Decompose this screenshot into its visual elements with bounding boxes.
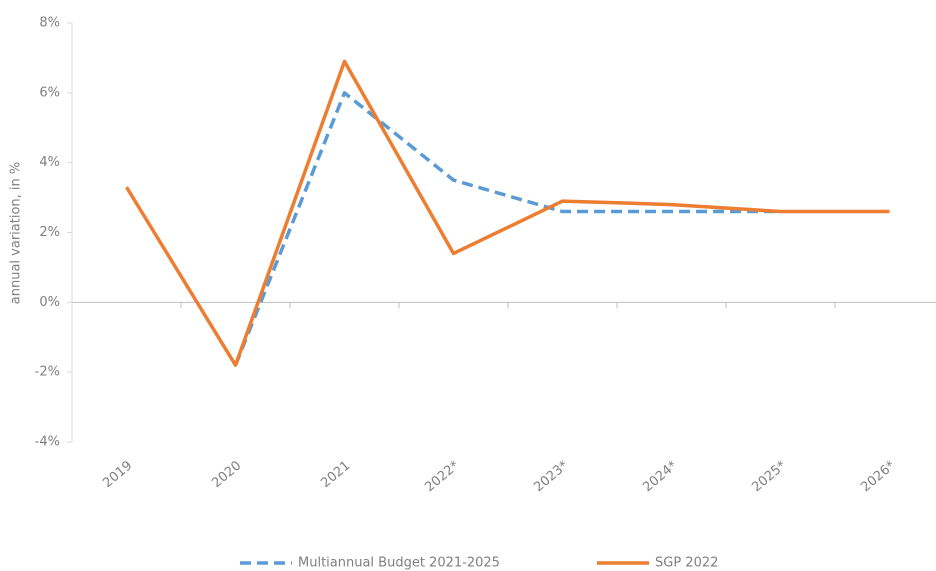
series-line [233, 91, 781, 366]
x-tick-label: 2024* [640, 458, 680, 495]
y-tick-label: -4% [35, 435, 60, 450]
y-axis-label: annual variation, in % [9, 162, 24, 304]
y-tick-label: -2% [35, 365, 60, 380]
x-tick-label: 2025* [749, 458, 789, 495]
legend-label: Multiannual Budget 2021-2025 [298, 556, 500, 571]
y-tick-label: 2% [39, 225, 60, 240]
y-tick-label: 8% [39, 16, 60, 31]
y-tick-label: 4% [39, 155, 60, 170]
x-tick-label: 2023* [531, 458, 571, 495]
x-tick-label: 2022* [422, 458, 462, 495]
x-tick-label: 2019 [100, 458, 135, 491]
x-tick-label: 2021 [318, 458, 353, 491]
y-tick-label: 6% [39, 85, 60, 100]
y-tick-label: 0% [39, 295, 60, 310]
x-tick-label: 2020 [209, 458, 244, 491]
series-line [125, 59, 890, 367]
x-tick-label: 2026* [858, 458, 898, 495]
legend-label: SGP 2022 [655, 556, 718, 571]
